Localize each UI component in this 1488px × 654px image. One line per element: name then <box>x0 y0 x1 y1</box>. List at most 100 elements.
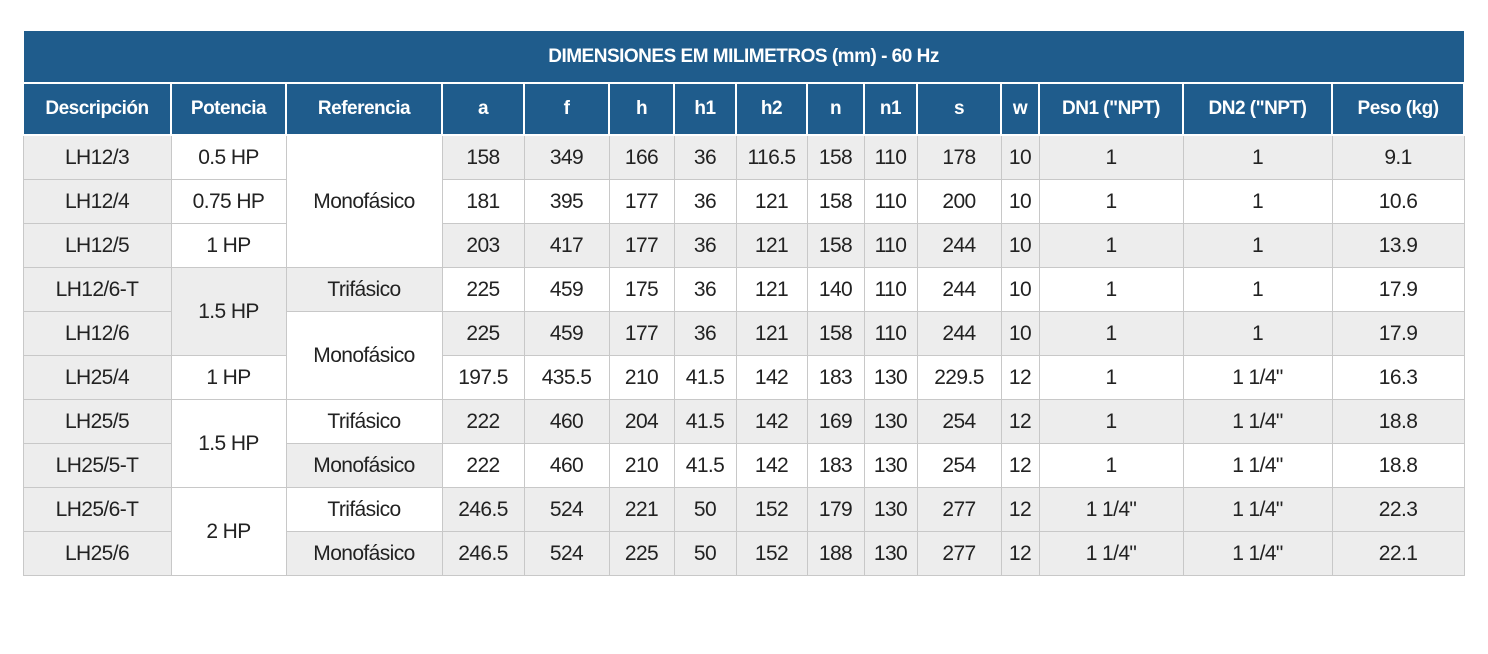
cell-h1: 36 <box>673 311 737 356</box>
header-dn2: DN2 ("NPT) <box>1182 82 1333 136</box>
header-h: h <box>608 82 675 136</box>
cell-descripcion: LH12/4 <box>22 179 172 224</box>
cell-n: 158 <box>806 311 865 356</box>
cell-h1: 36 <box>673 179 737 224</box>
cell-f: 460 <box>523 443 610 488</box>
header-h2: h2 <box>735 82 808 136</box>
cell-h2: 116.5 <box>735 134 808 180</box>
cell-a: 181 <box>441 179 525 224</box>
cell-s: 277 <box>916 487 1002 532</box>
table-row: LH12/6 Monofásico 225 459 177 36 121 158… <box>22 311 1465 400</box>
header-n: n <box>806 82 865 136</box>
cell-descripcion: LH12/6-T <box>22 267 172 312</box>
cell-dn1: 1 <box>1038 355 1184 400</box>
cell-referencia: Monofásico <box>285 531 443 576</box>
cell-potencia: 0.5 HP <box>170 134 287 180</box>
header-dn1: DN1 ("NPT) <box>1038 82 1184 136</box>
cell-s: 244 <box>916 223 1002 268</box>
cell-referencia: Trifásico <box>285 399 443 444</box>
dimensions-table: DIMENSIONES EM MILIMETROS (mm) - 60 Hz D… <box>22 30 1466 576</box>
cell-f: 524 <box>523 487 610 532</box>
cell-dn2: 1 1/4" <box>1182 355 1333 400</box>
cell-a: 197.5 <box>441 355 525 400</box>
table-row: LH12/3 0.5 HP Monofásico 158 349 166 36 … <box>22 134 1465 268</box>
cell-a: 246.5 <box>441 487 525 532</box>
cell-s: 244 <box>916 267 1002 312</box>
cell-dn1: 1 <box>1038 134 1184 180</box>
cell-potencia: 0.75 HP <box>170 179 287 224</box>
cell-descripcion: LH25/4 <box>22 355 172 400</box>
header-row: Descripción Potencia Referencia a f h h1… <box>22 82 1466 136</box>
cell-f: 417 <box>523 223 610 268</box>
cell-referencia: Monofásico <box>285 134 443 268</box>
cell-h: 175 <box>608 267 675 312</box>
cell-dn1: 1 <box>1038 267 1184 312</box>
cell-w: 10 <box>1000 267 1040 312</box>
cell-h: 210 <box>608 355 675 400</box>
cell-n1: 130 <box>863 487 918 532</box>
cell-referencia: Monofásico <box>285 443 443 488</box>
cell-f: 395 <box>523 179 610 224</box>
cell-n1: 130 <box>863 443 918 488</box>
table-row: LH25/6 Monofásico 246.5 524 225 50 152 1… <box>22 531 1465 576</box>
cell-n: 179 <box>806 487 865 532</box>
cell-h2: 152 <box>735 531 808 576</box>
cell-h1: 41.5 <box>673 443 737 488</box>
cell-dn1: 1 <box>1038 399 1184 444</box>
cell-dn2: 1 1/4" <box>1182 487 1333 532</box>
cell-a: 222 <box>441 443 525 488</box>
cell-referencia: Monofásico <box>285 311 443 400</box>
table-row: LH25/5-T Monofásico 222 460 210 41.5 142… <box>22 443 1465 488</box>
header-peso: Peso (kg) <box>1330 82 1466 136</box>
cell-a: 246.5 <box>441 531 525 576</box>
cell-h: 177 <box>608 223 675 268</box>
cell-w: 10 <box>1000 311 1040 356</box>
cell-n: 158 <box>806 223 865 268</box>
cell-h2: 121 <box>735 223 808 268</box>
cell-s: 254 <box>916 399 1002 444</box>
cell-h1: 41.5 <box>673 399 737 444</box>
cell-f: 349 <box>523 134 610 180</box>
cell-peso: 17.9 <box>1331 267 1465 312</box>
cell-h: 221 <box>608 487 675 532</box>
cell-h: 210 <box>608 443 675 488</box>
cell-dn2: 1 1/4" <box>1182 531 1333 576</box>
cell-n1: 110 <box>863 267 918 312</box>
cell-dn2: 1 <box>1182 179 1333 224</box>
cell-h2: 121 <box>735 267 808 312</box>
dimensions-table-container: DIMENSIONES EM MILIMETROS (mm) - 60 Hz D… <box>22 30 1466 576</box>
cell-a: 225 <box>441 311 525 356</box>
cell-s: 254 <box>916 443 1002 488</box>
cell-h1: 36 <box>673 134 737 180</box>
cell-h1: 36 <box>673 267 737 312</box>
cell-referencia: Trifásico <box>285 487 443 532</box>
cell-w: 12 <box>1000 355 1040 400</box>
cell-n1: 130 <box>863 355 918 400</box>
cell-peso: 17.9 <box>1331 311 1465 356</box>
header-descripcion: Descripción <box>22 82 172 136</box>
header-w: w <box>1000 82 1040 136</box>
cell-potencia: 2 HP <box>170 487 287 576</box>
cell-n1: 130 <box>863 399 918 444</box>
table-row: LH25/6-T 2 HP Trifásico 246.5 524 221 50… <box>22 487 1465 576</box>
cell-n1: 110 <box>863 134 918 180</box>
cell-s: 277 <box>916 531 1002 576</box>
cell-h2: 121 <box>735 311 808 356</box>
cell-dn1: 1 <box>1038 179 1184 224</box>
cell-potencia: 1 HP <box>170 355 287 400</box>
cell-n: 158 <box>806 179 865 224</box>
cell-s: 244 <box>916 311 1002 356</box>
cell-peso: 22.3 <box>1331 487 1465 532</box>
cell-descripcion: LH25/5 <box>22 399 172 444</box>
cell-f: 459 <box>523 311 610 356</box>
cell-w: 12 <box>1000 443 1040 488</box>
cell-n: 183 <box>806 355 865 400</box>
cell-h: 177 <box>608 179 675 224</box>
cell-dn2: 1 <box>1182 134 1333 180</box>
cell-h2: 142 <box>735 355 808 400</box>
table-row: LH25/5 1.5 HP Trifásico 222 460 204 41.5… <box>22 399 1465 488</box>
cell-f: 524 <box>523 531 610 576</box>
cell-s: 178 <box>916 134 1002 180</box>
cell-potencia: 1.5 HP <box>170 399 287 488</box>
table-row: LH25/4 1 HP 197.5 435.5 210 41.5 142 183… <box>22 355 1465 400</box>
